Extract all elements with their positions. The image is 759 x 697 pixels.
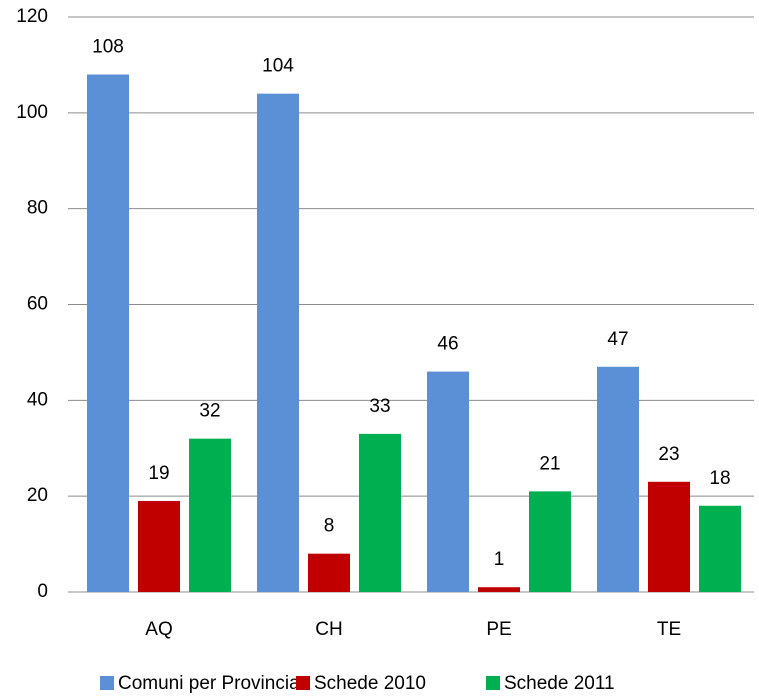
data-label: 19	[148, 463, 169, 484]
bar	[138, 500, 180, 592]
x-tick-label: CH	[315, 619, 342, 640]
y-tick-label: 0	[37, 581, 48, 602]
bar	[257, 93, 299, 593]
bar	[699, 505, 741, 592]
data-label: 18	[709, 468, 730, 489]
bar	[359, 433, 401, 592]
data-label: 47	[607, 329, 628, 350]
legend-swatch	[486, 676, 500, 690]
y-tick-label: 120	[16, 6, 48, 27]
data-label: 1	[494, 549, 505, 570]
y-tick-label: 20	[27, 485, 48, 506]
bar	[529, 491, 571, 592]
bar	[648, 481, 690, 592]
bar	[427, 371, 469, 592]
bar	[189, 438, 231, 592]
data-label: 104	[262, 56, 294, 77]
data-label: 108	[92, 37, 124, 58]
data-label: 46	[437, 334, 458, 355]
bar	[87, 74, 129, 592]
x-tick-label: TE	[657, 619, 681, 640]
y-tick-label: 100	[16, 102, 48, 123]
data-label: 32	[199, 401, 220, 422]
legend-swatch	[100, 676, 114, 690]
x-tick-label: AQ	[145, 619, 172, 640]
data-label: 21	[539, 453, 560, 474]
data-label: 33	[369, 396, 390, 417]
y-tick-label: 60	[27, 294, 48, 315]
y-tick-label: 80	[27, 198, 48, 219]
bar	[597, 366, 639, 592]
x-tick-label: PE	[486, 619, 511, 640]
legend-label: Schede 2011	[504, 673, 615, 694]
data-label: 23	[658, 444, 679, 465]
bar	[478, 587, 520, 592]
legend-label: Comuni per Provincia	[118, 673, 300, 694]
y-tick-label: 40	[27, 389, 48, 410]
bar	[308, 553, 350, 592]
data-label: 8	[324, 516, 335, 537]
legend-label: Schede 2010	[314, 673, 426, 694]
legend-swatch	[296, 676, 310, 690]
